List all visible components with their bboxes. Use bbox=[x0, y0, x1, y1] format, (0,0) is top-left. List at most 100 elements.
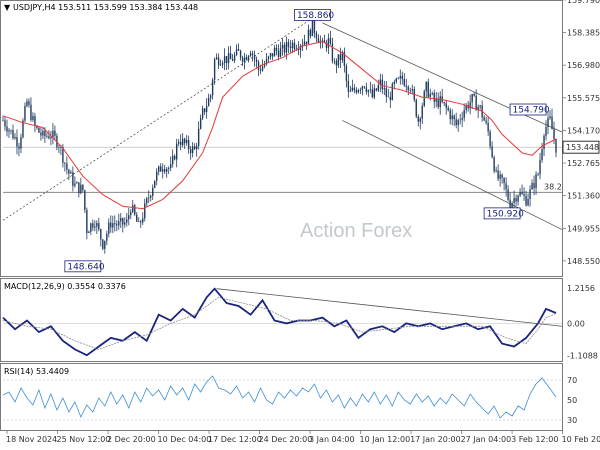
candle-body bbox=[457, 120, 459, 126]
candle-body bbox=[427, 81, 429, 97]
candle-body bbox=[465, 104, 467, 111]
candle-body bbox=[283, 44, 286, 53]
candle-body bbox=[277, 50, 280, 57]
candle-body bbox=[447, 107, 449, 111]
macd-line bbox=[2, 287, 557, 357]
candle-body bbox=[64, 162, 66, 164]
candle-body bbox=[463, 110, 465, 118]
price-trendline bbox=[342, 120, 563, 230]
candle-body bbox=[247, 56, 250, 60]
candle-body bbox=[142, 218, 144, 223]
candle-body bbox=[323, 40, 326, 43]
candle-body bbox=[541, 149, 543, 161]
x-tick-label: 18 Nov 2024 bbox=[6, 435, 57, 444]
candle-body bbox=[203, 108, 206, 113]
candle-body bbox=[152, 187, 154, 196]
price-header: USDJPY,H4 153.511 153.599 153.384 153.44… bbox=[13, 3, 198, 12]
candle-body bbox=[253, 54, 256, 60]
candle-body bbox=[241, 57, 244, 62]
candle-body bbox=[455, 119, 457, 126]
candle-body bbox=[311, 18, 314, 37]
candle-body bbox=[68, 169, 70, 174]
candle-body bbox=[359, 89, 362, 91]
candle-body bbox=[545, 126, 547, 136]
candle-body bbox=[185, 140, 188, 144]
candle-body bbox=[76, 182, 78, 184]
candle-body bbox=[168, 168, 170, 169]
candle-body bbox=[156, 171, 158, 181]
candle-body bbox=[166, 168, 168, 172]
candle-body bbox=[181, 138, 184, 146]
candle-body bbox=[237, 49, 240, 51]
candle-body bbox=[191, 146, 194, 154]
price-label-text: 154.790 bbox=[513, 106, 550, 116]
candle-body bbox=[409, 90, 411, 91]
candle-body bbox=[62, 146, 64, 163]
macd-y-tick-label: -1.1088 bbox=[567, 351, 598, 360]
candle-body bbox=[207, 98, 210, 107]
candle-body bbox=[108, 222, 110, 234]
candle-body bbox=[417, 116, 419, 122]
candle-body bbox=[275, 47, 278, 51]
candle-body bbox=[177, 141, 180, 144]
candle-body bbox=[325, 42, 328, 48]
x-tick-label: 10 Jan 12:00 bbox=[360, 435, 411, 444]
candle-body bbox=[507, 189, 509, 200]
candle-body bbox=[132, 205, 134, 213]
candle-body bbox=[126, 219, 128, 223]
candle-body bbox=[293, 42, 296, 50]
candle-body bbox=[219, 64, 222, 66]
candle-body bbox=[531, 182, 533, 190]
candle-body bbox=[171, 155, 174, 165]
candle-body bbox=[110, 222, 112, 228]
candle-body bbox=[259, 69, 262, 71]
x-tick-label: 24 Dec 20:00 bbox=[259, 435, 313, 444]
candle-body bbox=[36, 126, 38, 128]
candle-body bbox=[305, 41, 308, 44]
candle-body bbox=[279, 48, 282, 57]
candle-body bbox=[118, 221, 120, 226]
candle-body bbox=[329, 38, 332, 44]
candle-body bbox=[365, 87, 368, 92]
candle-body bbox=[459, 119, 461, 121]
x-tick-label: 10 Feb 20:00 bbox=[562, 435, 600, 444]
candle-body bbox=[297, 49, 300, 51]
macd-trendline bbox=[216, 288, 563, 327]
candle-body bbox=[94, 226, 96, 228]
candle-body bbox=[12, 130, 14, 139]
candle-body bbox=[299, 45, 302, 51]
candle-body bbox=[505, 183, 507, 190]
candle-body bbox=[100, 229, 102, 240]
candle-body bbox=[54, 130, 56, 136]
candle-body bbox=[92, 223, 94, 228]
candle-body bbox=[6, 126, 8, 132]
candle-body bbox=[287, 42, 290, 47]
price-label-text: 148.640 bbox=[67, 262, 104, 272]
rsi-panel-frame bbox=[0, 363, 563, 431]
candle-body bbox=[239, 50, 242, 58]
candle-body bbox=[255, 59, 258, 62]
candle-body bbox=[189, 149, 192, 154]
candle-body bbox=[179, 141, 182, 146]
price-y-tick-label: 149.955 bbox=[567, 224, 600, 233]
candle-body bbox=[523, 194, 525, 196]
candle-body bbox=[353, 87, 356, 91]
candle-body bbox=[419, 118, 421, 122]
candle-body bbox=[425, 81, 427, 92]
candle-body bbox=[511, 203, 513, 210]
candle-body bbox=[86, 209, 88, 234]
candle-body bbox=[443, 101, 445, 104]
candle-body bbox=[367, 90, 370, 92]
candle-body bbox=[269, 53, 272, 57]
candle-body bbox=[355, 90, 358, 93]
candle-body bbox=[40, 132, 42, 136]
chart-dropdown-icon[interactable]: ▼ bbox=[4, 3, 11, 12]
candle-body bbox=[175, 143, 178, 160]
candle-body bbox=[50, 137, 52, 139]
candle-body bbox=[195, 145, 198, 150]
candle-body bbox=[150, 195, 152, 198]
candle-body bbox=[96, 223, 98, 227]
rsi-y-tick-label: 50 bbox=[567, 396, 577, 405]
candle-body bbox=[128, 215, 130, 220]
